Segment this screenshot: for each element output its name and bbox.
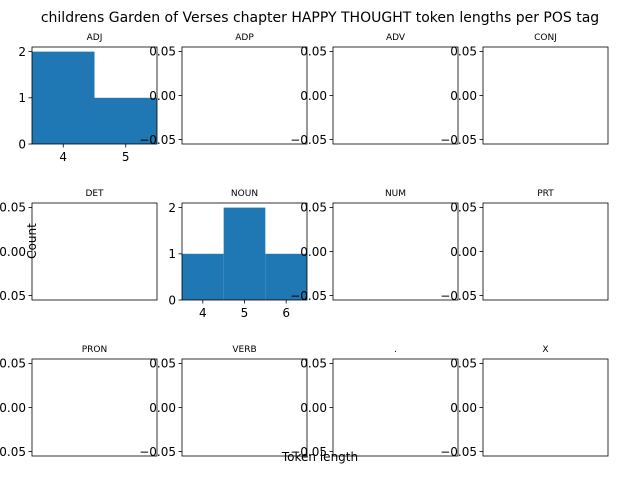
y-tick-label-adp-0: −0.05 [139, 133, 176, 147]
y-tick-label-prt-1: 0.00 [450, 245, 477, 259]
y-tick-label-x-1: 0.00 [450, 401, 477, 415]
y-tick-label-adj-0: 0 [18, 137, 26, 151]
y-tick-label-pron-2: 0.05 [0, 357, 26, 371]
axes-frame-adv [332, 46, 459, 145]
y-tick-label-prt-0: −0.05 [440, 289, 477, 303]
y-tick-label-punct-2: 0.05 [300, 357, 327, 371]
y-tick-label-adj-1: 1 [18, 91, 26, 105]
axes-frame-prt [482, 202, 609, 301]
axes-frame-det [31, 202, 158, 301]
y-tick-label-pron-1: 0.00 [0, 401, 26, 415]
subplot-adp: ADP −0.05 0.00 0.05 [139, 33, 308, 147]
y-tick-label-verb-2: 0.05 [149, 357, 176, 371]
bar-adj-1 [32, 51, 95, 144]
subplot-conj: CONJ −0.05 0.00 0.05 [440, 33, 609, 147]
y-tick-label-det-2: 0.05 [0, 201, 26, 215]
axes-frame-adp [181, 46, 308, 145]
subplot-title-prt: PRT [537, 189, 554, 199]
axes-frame-verb [181, 358, 308, 457]
subplot-verb: VERB −0.05 0.00 0.05 [139, 345, 308, 459]
y-tick-label-pron-0: −0.05 [0, 445, 26, 459]
y-tick-label-punct-1: 0.00 [300, 401, 327, 415]
y-tick-label-num-2: 0.05 [300, 201, 327, 215]
y-tick-label-x-0: −0.05 [440, 445, 477, 459]
y-tick-label-conj-2: 0.05 [450, 45, 477, 59]
subplot-title-punct: . [394, 345, 397, 355]
y-axis-label: Count [25, 223, 39, 259]
y-tick-label-verb-0: −0.05 [139, 445, 176, 459]
subplot-adv: ADV −0.05 0.00 0.05 [290, 33, 459, 147]
subplot-noun: NOUN 0 1 2 4 5 6 [168, 189, 308, 320]
y-tick-label-adp-1: 0.00 [149, 89, 176, 103]
y-tick-label-verb-1: 0.00 [149, 401, 176, 415]
bar-noun-3 [265, 253, 307, 300]
subplot-title-adp: ADP [235, 33, 254, 43]
y-tick-label-num-1: 0.00 [300, 245, 327, 259]
x-tick-label-noun-1: 5 [241, 306, 249, 320]
bar-noun-2 [223, 207, 266, 300]
y-tick-label-x-2: 0.05 [450, 357, 477, 371]
y-tick-label-adv-0: −0.05 [290, 133, 327, 147]
axes-frame-conj [482, 46, 609, 145]
subplot-pron: PRON −0.05 0.00 0.05 [0, 345, 158, 459]
subplot-prt: PRT −0.05 0.00 0.05 [440, 189, 609, 303]
bar-noun-1 [182, 253, 224, 300]
y-tick-label-adv-1: 0.00 [300, 89, 327, 103]
y-tick-label-noun-0: 0 [168, 293, 176, 307]
bar-adj-2 [94, 97, 157, 144]
subplot-adj: ADJ 0 1 2 4 5 [18, 33, 158, 164]
subplot-num: NUM −0.05 0.00 0.05 [290, 189, 459, 303]
subplot-title-adv: ADV [386, 33, 406, 43]
axes-frame-num [332, 202, 459, 301]
subplot-title-det: DET [85, 189, 104, 199]
subplot-title-num: NUM [385, 189, 406, 199]
y-tick-label-num-0: −0.05 [290, 289, 327, 303]
y-tick-label-conj-0: −0.05 [440, 133, 477, 147]
subplot-title-pron: PRON [82, 345, 108, 355]
subplot-title-noun: NOUN [231, 189, 258, 199]
x-tick-label-noun-2: 6 [282, 306, 290, 320]
x-tick-label-noun-0: 4 [199, 306, 207, 320]
axes-frame-punct [332, 358, 459, 457]
subplot-punct: . −0.05 0.00 0.05 [290, 345, 459, 459]
figure-title: childrens Garden of Verses chapter HAPPY… [41, 10, 599, 26]
y-tick-label-punct-0: −0.05 [290, 445, 327, 459]
x-tick-label-adj-1: 5 [122, 150, 130, 164]
y-tick-label-conj-1: 0.00 [450, 89, 477, 103]
axes-frame-x [482, 358, 609, 457]
y-tick-label-adp-2: 0.05 [149, 45, 176, 59]
y-tick-label-noun-2: 2 [168, 201, 176, 215]
subplot-det: DET −0.05 0.00 0.05 [0, 189, 158, 303]
y-tick-label-adv-2: 0.05 [300, 45, 327, 59]
subplot-title-conj: CONJ [534, 33, 557, 43]
x-tick-label-adj-0: 4 [59, 150, 67, 164]
subplot-title-verb: VERB [232, 345, 256, 355]
y-tick-label-prt-2: 0.05 [450, 201, 477, 215]
subplot-title-adj: ADJ [87, 33, 103, 43]
axes-frame-adj [31, 46, 158, 145]
subplot-grid: ADJ 0 1 2 4 5 ADP −0.05 0.00 0.05 ADV −0.05 0.00 0.05… [0, 33, 609, 459]
y-tick-label-noun-1: 1 [168, 247, 176, 261]
y-tick-label-det-1: 0.00 [0, 245, 26, 259]
subplot-title-x: X [542, 345, 548, 355]
subplot-x: X −0.05 0.00 0.05 [440, 345, 609, 459]
y-tick-label-det-0: −0.05 [0, 289, 26, 303]
axes-frame-pron [31, 358, 158, 457]
x-axis-label: Token length [281, 450, 358, 464]
y-tick-label-adj-2: 2 [18, 45, 26, 59]
